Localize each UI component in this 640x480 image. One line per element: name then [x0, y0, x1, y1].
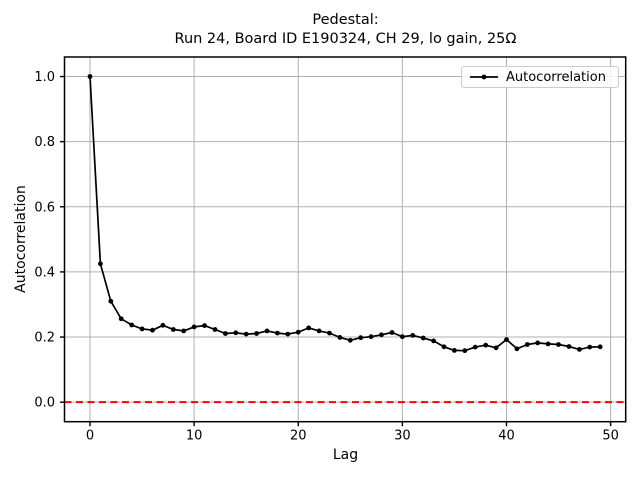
data-point [327, 330, 332, 336]
data-point [150, 327, 155, 333]
y-tick-label: 0.6 [34, 200, 55, 215]
x-tick-label: 50 [602, 429, 619, 444]
data-point [389, 330, 395, 335]
data-point [524, 342, 530, 347]
y-axis-label: Autocorrelation [13, 185, 29, 293]
data-point [139, 326, 145, 332]
data-point [577, 347, 582, 352]
data-point [264, 328, 270, 334]
data-point [337, 335, 343, 340]
y-tick-label: 0.8 [34, 135, 55, 150]
data-point [285, 331, 291, 337]
data-point [504, 337, 509, 342]
x-axis-label: Lag [332, 447, 359, 463]
data-point [275, 330, 280, 336]
data-point [493, 345, 499, 351]
data-point [400, 334, 405, 340]
data-point [431, 338, 436, 344]
data-point [118, 316, 124, 322]
data-point [462, 348, 468, 354]
data-point [223, 331, 228, 336]
data-point [587, 344, 593, 350]
x-tick-label: 0 [86, 429, 94, 444]
data-point [129, 322, 135, 328]
data-point [243, 331, 249, 337]
data-point [556, 342, 561, 347]
data-point [191, 324, 197, 330]
data-point [98, 261, 103, 267]
y-tick-label: 1.0 [34, 70, 55, 85]
data-point [368, 334, 374, 340]
x-tick-label: 30 [394, 429, 411, 444]
data-point [410, 333, 416, 338]
data-point [108, 298, 114, 304]
data-point [452, 348, 457, 353]
legend-label: Autocorrelation [506, 69, 606, 85]
chart-title-line2: Run 24, Board ID E190324, CH 29, lo gain… [174, 31, 517, 47]
data-point [160, 322, 166, 328]
data-point [212, 327, 218, 332]
y-tick-label: 0.0 [34, 396, 55, 411]
data-point [347, 337, 353, 343]
data-point [170, 327, 176, 332]
legend: Autocorrelation [461, 66, 619, 88]
data-point [420, 335, 426, 341]
autocorrelation-line [89, 76, 601, 352]
data-point [202, 323, 207, 328]
data-point [483, 342, 489, 348]
y-tick-label: 0.2 [34, 331, 55, 346]
chart-title: Pedestal: Run 24, Board ID E190324, CH 2… [65, 11, 626, 49]
data-point [358, 335, 364, 341]
data-point [535, 340, 541, 346]
data-point [254, 331, 259, 336]
legend-line-marker-icon [470, 74, 498, 80]
data-point [566, 344, 572, 349]
x-tick-label: 10 [186, 429, 203, 444]
x-tick-label: 20 [290, 429, 307, 444]
chart-title-line1: Pedestal: [312, 12, 379, 28]
data-point [87, 74, 93, 79]
data-point [233, 330, 239, 336]
data-point [514, 346, 520, 352]
data-point [545, 341, 551, 347]
data-point [472, 344, 478, 350]
data-point [316, 328, 322, 334]
data-point [597, 344, 603, 350]
y-tick-label: 0.4 [34, 265, 55, 280]
data-point [181, 328, 187, 334]
data-point [441, 344, 447, 350]
data-point [379, 332, 384, 338]
axes-frame [63, 56, 627, 423]
data-point [295, 329, 301, 335]
x-tick-label: 40 [498, 429, 515, 444]
data-point [306, 325, 312, 331]
